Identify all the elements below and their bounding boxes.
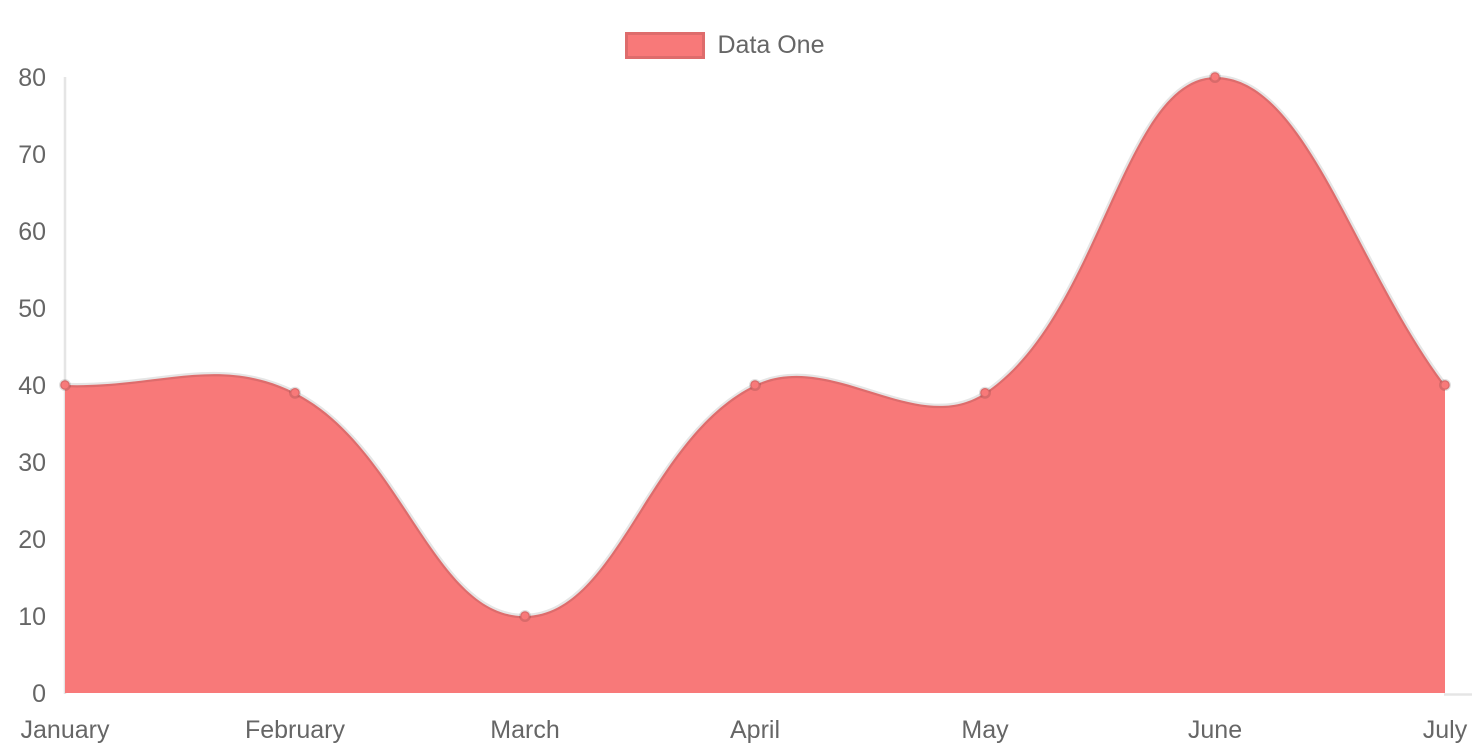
y-tick-label: 20 xyxy=(18,526,46,554)
y-tick-label: 70 xyxy=(18,141,46,169)
data-point-march[interactable] xyxy=(519,610,531,622)
line-stroke-data-one xyxy=(64,74,1447,619)
data-point-may[interactable] xyxy=(979,386,991,399)
x-tick-label-june: June xyxy=(1188,716,1242,744)
legend-label: Data One xyxy=(717,31,825,59)
x-tick-label-january: January xyxy=(21,716,110,744)
data-point-april[interactable] xyxy=(749,379,761,391)
x-tick-label-april: April xyxy=(730,716,780,744)
y-tick-label: 10 xyxy=(18,603,46,631)
y-tick-label: 80 xyxy=(18,64,46,92)
x-tick-label-march: March xyxy=(490,716,559,744)
y-tick-label: 50 xyxy=(18,295,46,323)
x-tick-label-may: May xyxy=(961,716,1009,744)
y-tick-label: 40 xyxy=(18,372,46,400)
y-tick-label: 60 xyxy=(18,218,46,246)
x-tick-label-february: February xyxy=(245,716,346,744)
x-tick-label-july: July xyxy=(1423,716,1468,744)
data-point-february[interactable] xyxy=(289,386,301,399)
data-point-july[interactable] xyxy=(1439,379,1451,391)
data-point-june[interactable] xyxy=(1209,71,1221,83)
data-point-january[interactable] xyxy=(59,379,71,391)
y-tick-label: 30 xyxy=(18,449,46,477)
legend-item-data-one[interactable]: Data One xyxy=(0,32,1467,59)
legend-swatch xyxy=(625,32,706,59)
y-tick-label: 0 xyxy=(32,680,46,708)
